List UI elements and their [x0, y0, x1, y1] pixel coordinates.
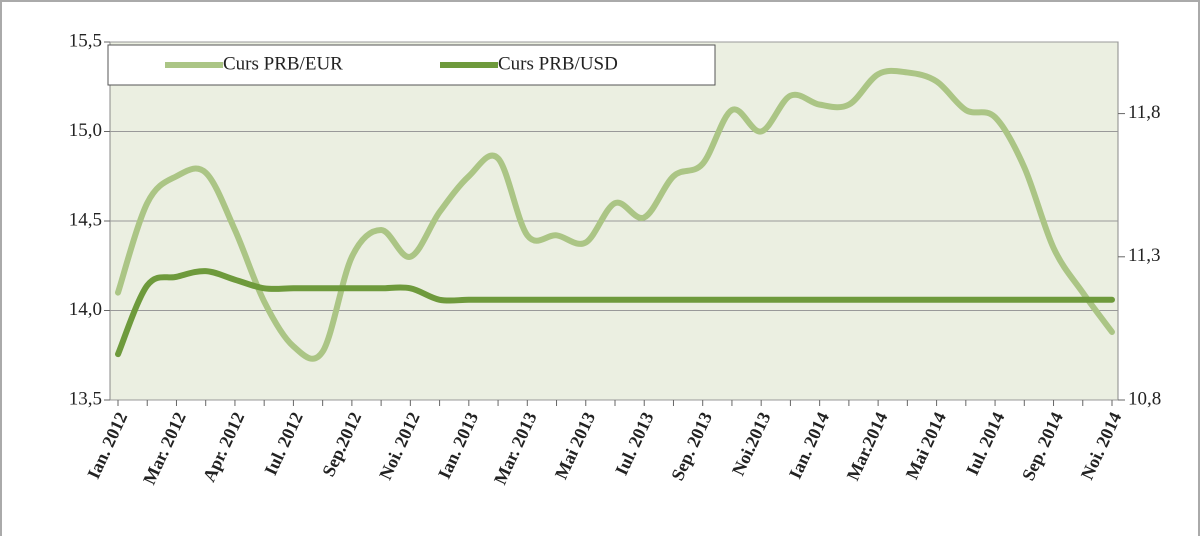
y-tick-label: 15,5	[69, 30, 102, 51]
series-line	[115, 67, 1115, 362]
y2-tick-label: 11,3	[1128, 245, 1161, 266]
y-tick-label: 14,0	[69, 299, 102, 320]
legend-label: Curs PRB/USD	[498, 53, 618, 74]
y2-tick-label: 10,8	[1128, 388, 1161, 409]
legend-label: Curs PRB/EUR	[223, 53, 343, 74]
y2-tick-label: 11,8	[1128, 102, 1161, 123]
series-line	[115, 268, 1115, 358]
y-tick-label: 15,0	[69, 120, 102, 141]
y-tick-label: 14,5	[69, 209, 102, 230]
y-tick-label: 13,5	[69, 388, 102, 409]
